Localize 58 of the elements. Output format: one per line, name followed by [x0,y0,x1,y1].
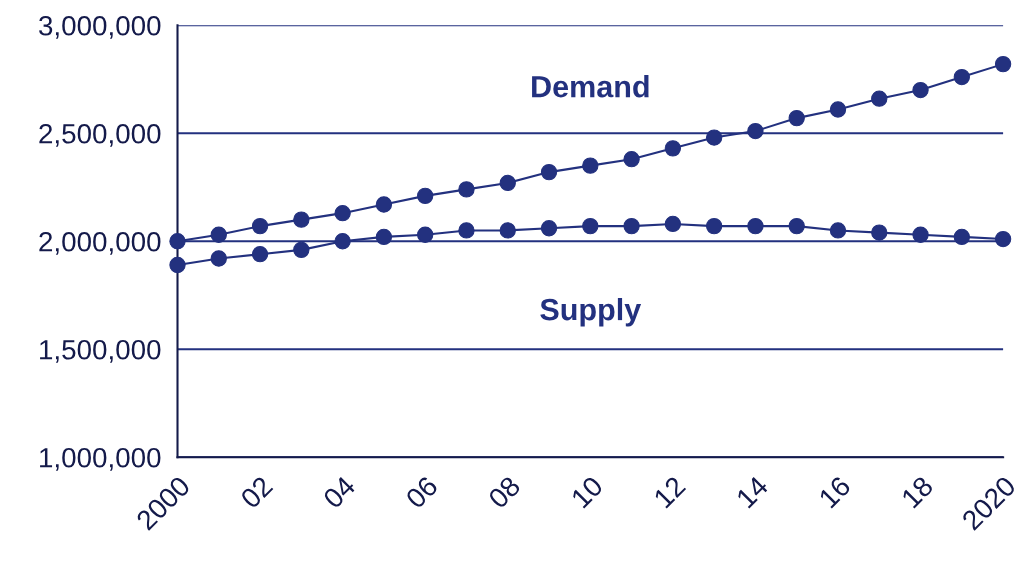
y-tick-label: 2,500,000 [39,123,161,147]
x-tick-label: 18 [900,475,935,509]
point [375,228,393,246]
x-tick-label: 14 [735,475,770,509]
x-tick-label: 08 [487,475,522,510]
point [912,226,929,243]
point [293,211,310,228]
point [788,109,805,127]
point [417,187,434,205]
x-tick-label: 06 [404,475,439,510]
point [499,222,516,239]
point [251,217,269,235]
point [293,241,310,259]
point [582,157,599,174]
point [994,230,1012,248]
point [871,224,888,241]
y-tick-label: 2,000,000 [39,231,161,255]
point [664,215,682,233]
point [540,220,558,237]
point [458,222,475,239]
point [334,204,351,222]
y-tick-label: 1,500,000 [40,339,161,363]
point [169,233,186,250]
x-tick-label: 16 [818,475,852,509]
x-tick-label: 12 [653,475,687,509]
point [582,217,599,235]
point [334,233,351,250]
x-tick-label: 04 [322,474,357,510]
point [540,163,558,181]
point [747,217,764,235]
point [169,256,186,274]
point [623,217,640,235]
y-tick-label: 1,000,000 [40,447,161,471]
point [375,196,393,213]
point [912,81,929,99]
point [417,226,434,243]
point [210,250,227,267]
point [788,217,805,235]
text: Supply [540,297,642,327]
y-tick-label: 3,000,000 [39,15,161,39]
point [458,181,475,198]
point [871,90,888,107]
point [994,55,1012,73]
point [210,226,227,243]
point [829,222,847,239]
point [705,217,723,235]
series-label: Demand [532,75,649,98]
x-tick-label: 10 [570,475,604,509]
x-tick-label: 02 [239,475,274,510]
point [747,122,764,140]
point [499,174,516,192]
point [623,151,640,168]
point [251,246,269,263]
point [664,140,682,157]
point [953,228,970,246]
point [829,101,847,118]
point [953,68,970,86]
point [705,129,723,146]
